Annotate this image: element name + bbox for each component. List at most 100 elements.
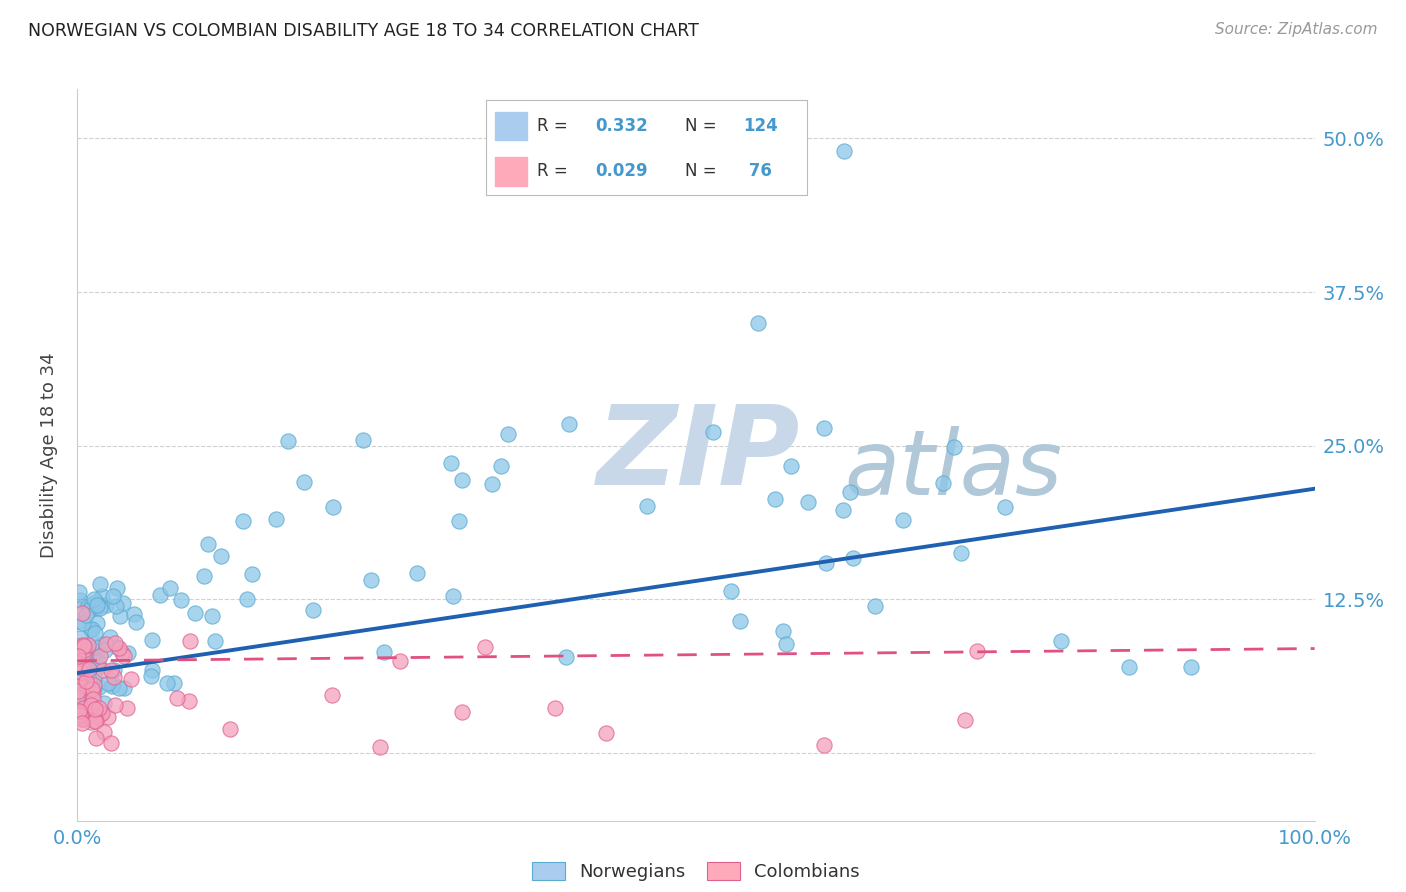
Point xyxy=(111,596,134,610)
Point xyxy=(292,475,315,489)
Y-axis label: Disability Age 18 to 34: Disability Age 18 to 34 xyxy=(39,352,58,558)
Point xyxy=(775,637,797,651)
Point xyxy=(89,599,111,613)
Point xyxy=(77,662,100,676)
Point xyxy=(66,656,89,670)
Point xyxy=(105,581,128,595)
Point xyxy=(101,589,124,603)
Point xyxy=(73,689,96,703)
Point xyxy=(184,606,207,620)
Point xyxy=(93,696,115,710)
Point xyxy=(388,654,411,668)
Point xyxy=(966,643,988,657)
Point xyxy=(815,556,838,570)
Point xyxy=(96,637,118,651)
Point xyxy=(83,591,105,606)
Point xyxy=(891,513,914,527)
Point xyxy=(80,690,103,704)
Point xyxy=(89,701,111,715)
Point xyxy=(474,640,496,654)
Point xyxy=(70,709,93,723)
Point xyxy=(76,599,98,613)
Point xyxy=(69,708,91,723)
Point xyxy=(94,599,117,613)
Point xyxy=(440,456,463,470)
Point xyxy=(84,714,107,729)
Point xyxy=(87,680,110,694)
Point xyxy=(447,514,470,528)
Point xyxy=(141,663,163,677)
Point xyxy=(66,692,89,706)
Point xyxy=(73,639,96,653)
Point xyxy=(90,637,112,651)
Point xyxy=(949,546,972,560)
Point xyxy=(66,673,89,687)
Point xyxy=(595,726,617,740)
Point xyxy=(352,433,374,447)
Point xyxy=(80,682,103,697)
Point xyxy=(122,607,145,622)
Point xyxy=(450,706,472,720)
Point xyxy=(89,708,111,723)
Point xyxy=(87,660,110,674)
Point xyxy=(162,676,184,690)
Point xyxy=(450,473,472,487)
Point xyxy=(86,595,108,609)
Point xyxy=(1180,660,1202,674)
Point xyxy=(240,566,263,581)
Point xyxy=(75,691,97,706)
Point xyxy=(100,679,122,693)
Point xyxy=(763,491,786,506)
Point xyxy=(86,709,108,723)
Point xyxy=(83,669,105,683)
Point xyxy=(69,632,91,646)
Point xyxy=(110,608,132,623)
Point xyxy=(80,715,103,730)
Point xyxy=(72,679,94,693)
Point xyxy=(481,476,503,491)
Point xyxy=(103,663,125,677)
Point xyxy=(166,691,188,706)
Point xyxy=(277,434,299,449)
Point xyxy=(831,503,853,517)
Point xyxy=(76,645,98,659)
Point xyxy=(994,500,1017,515)
Point xyxy=(86,615,108,630)
Point xyxy=(66,690,89,704)
Point xyxy=(70,705,93,719)
Point xyxy=(84,601,107,615)
Text: NORWEGIAN VS COLOMBIAN DISABILITY AGE 18 TO 34 CORRELATION CHART: NORWEGIAN VS COLOMBIAN DISABILITY AGE 18… xyxy=(28,22,699,40)
Point xyxy=(197,536,219,550)
Point xyxy=(84,714,107,728)
Point xyxy=(932,475,955,490)
Point xyxy=(720,584,742,599)
Point xyxy=(66,664,89,678)
Point xyxy=(86,598,108,612)
Point xyxy=(120,673,142,687)
Point xyxy=(82,687,104,701)
Point xyxy=(813,420,835,434)
Point xyxy=(149,588,172,602)
Point xyxy=(67,585,90,599)
Point xyxy=(112,681,135,695)
Point xyxy=(80,622,103,636)
Point xyxy=(156,676,179,690)
Point xyxy=(405,566,427,580)
Point xyxy=(73,702,96,716)
Point xyxy=(84,659,107,673)
Point xyxy=(1118,660,1140,674)
Point xyxy=(104,635,127,649)
Point xyxy=(77,673,100,687)
Point xyxy=(67,614,90,628)
Point xyxy=(80,597,103,611)
Point xyxy=(100,664,122,678)
Point xyxy=(72,638,94,652)
Point xyxy=(780,459,803,474)
Point xyxy=(73,646,96,660)
Point xyxy=(90,589,112,603)
Point xyxy=(201,609,224,624)
Point xyxy=(373,645,395,659)
Point xyxy=(555,650,578,665)
Point xyxy=(91,706,114,721)
Point xyxy=(108,681,131,695)
